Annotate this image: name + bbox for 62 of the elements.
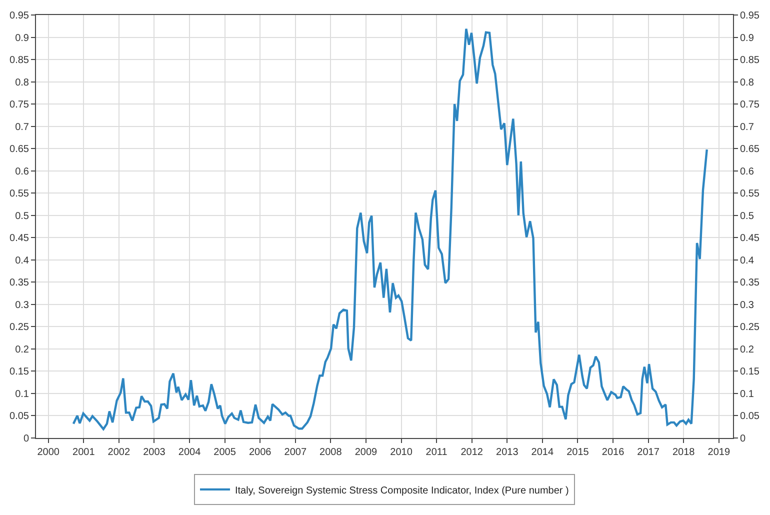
x-tick-label: 2015 <box>566 447 590 458</box>
y2-tick-label: 0.7 <box>740 122 754 133</box>
y2-tick-label: 0.1 <box>740 388 754 400</box>
y2-tick-label: 0.6 <box>740 166 754 178</box>
y2-tick-label: 0.5 <box>740 210 754 222</box>
y-tick-label: 0.05 <box>10 411 30 422</box>
y2-tick-label: 0.85 <box>740 55 760 66</box>
y-tick-label: 0.95 <box>10 10 30 22</box>
x-tick-label: 2007 <box>284 447 307 458</box>
y2-tick-label: 0.15 <box>740 366 760 378</box>
y2-tick-label: 0.2 <box>740 344 754 356</box>
y-tick-label: 0.75 <box>10 100 30 111</box>
legend-label: Italy, Sovereign Systemic Stress Composite Indicator, Index (Pure number ) <box>235 485 569 496</box>
y-tick-label: 0.6 <box>15 166 30 178</box>
y2-tick-label: 0.65 <box>740 144 760 156</box>
x-tick-label: 2014 <box>531 447 554 458</box>
y2-tick-label: 0.9 <box>740 32 754 44</box>
y-tick-label: 0.65 <box>10 144 30 156</box>
y-tick-label: 0.2 <box>15 344 30 356</box>
y-tick-label: 0.25 <box>10 322 30 334</box>
y2-tick-label: 0.55 <box>740 188 760 200</box>
y2-tick-label: 0 <box>740 434 746 444</box>
y2-tick-label: 0.95 <box>740 10 760 22</box>
x-tick-label: 2012 <box>460 447 484 458</box>
x-tick-label: 2009 <box>354 447 378 458</box>
y2-tick-label: 0.25 <box>740 322 760 334</box>
x-tick-label: 2002 <box>108 447 130 458</box>
y-tick-label: 0.35 <box>10 278 30 289</box>
y-tick-label: 0.5 <box>15 210 30 222</box>
y-tick-label: 0.4 <box>15 255 30 266</box>
x-tick-label: 2019 <box>708 447 730 458</box>
x-tick-label: 2008 <box>320 447 342 458</box>
y2-tick-label: 0.3 <box>740 300 754 311</box>
x-tick-label: 2018 <box>672 447 696 458</box>
x-tick-label: 2005 <box>214 447 236 458</box>
x-tick-label: 2003 <box>143 447 166 458</box>
y-tick-label: 0.15 <box>10 366 30 378</box>
y2-tick-label: 0.8 <box>740 77 754 88</box>
y2-tick-label: 0.05 <box>740 411 760 422</box>
y2-tick-label: 0.4 <box>740 255 754 266</box>
y2-tick-label: 0.45 <box>740 233 760 244</box>
x-tick-label: 2011 <box>426 447 448 458</box>
y2-tick-label: 0.35 <box>740 278 760 289</box>
x-tick-label: 2004 <box>178 447 202 458</box>
x-tick-label: 2016 <box>602 447 625 458</box>
y-tick-label: 0.9 <box>15 32 30 44</box>
x-tick-label: 2006 <box>248 447 272 458</box>
y-tick-label: 0 <box>23 434 30 444</box>
y-tick-label: 0.55 <box>10 188 30 200</box>
x-tick-label: 2010 <box>390 447 413 458</box>
y-tick-label: 0.8 <box>15 77 30 88</box>
y-tick-label: 0.1 <box>15 388 30 400</box>
y-tick-label: 0.85 <box>10 55 30 66</box>
x-tick-label: 2000 <box>37 447 60 458</box>
x-tick-label: 2017 <box>637 447 660 458</box>
y-tick-label: 0.7 <box>15 122 30 133</box>
y-tick-label: 0.45 <box>10 233 30 244</box>
line-series <box>72 28 708 430</box>
y-tick-label: 0.3 <box>15 300 30 311</box>
y2-tick-label: 0.75 <box>740 100 760 111</box>
x-tick-label: 2001 <box>72 447 96 458</box>
x-tick-label: 2013 <box>496 447 519 458</box>
